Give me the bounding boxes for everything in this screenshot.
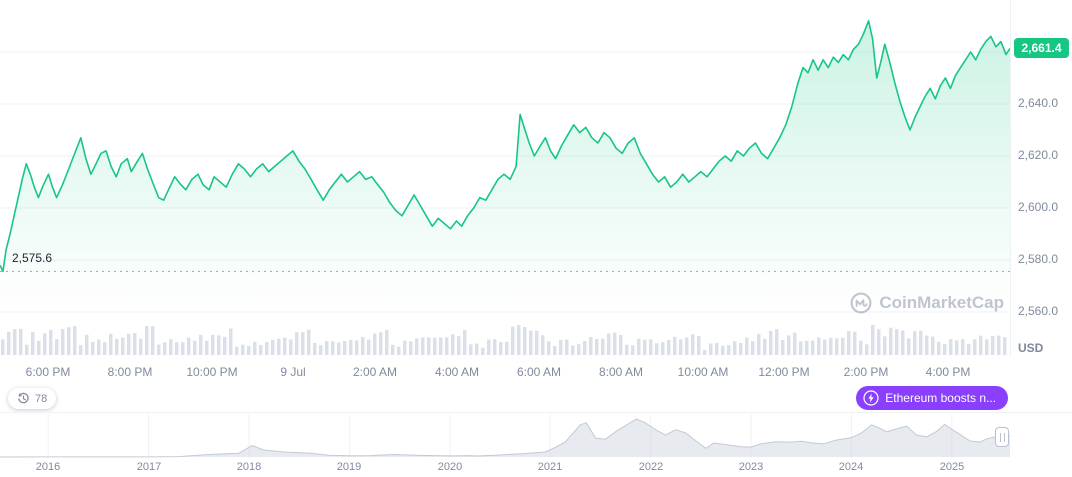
time-axis-label: 12:00 PM [758,365,810,379]
low-price-label: 2,575.6 [12,251,53,265]
price-chart-svg [0,20,1010,355]
price-line [0,20,1010,273]
chart-navigator[interactable]: 2016 2017 2018 2019 2020 2021 2022 2023 2024 2025 [0,412,1072,477]
time-axis-label: 6:00 AM [516,365,562,379]
navigator-grid-lines [47,414,953,458]
recently-viewed-badge[interactable]: 78 [8,388,57,409]
time-axis: 6:00 PM 8:00 PM 10:00 PM 9 Jul 2:00 AM 4:00 A… [0,363,1010,383]
time-axis-label: 10:00 AM [677,365,729,379]
news-button-label: Ethereum boosts n... [885,391,996,405]
lightning-icon [863,390,879,406]
year-axis-label: 2020 [437,461,463,473]
price-axis-label: 2,580.0 [1018,252,1059,266]
year-axis-label: 2018 [236,461,262,473]
time-axis-label: 9 Jul [280,365,306,379]
year-axis-label: 2016 [35,461,61,473]
year-axis-label: 2019 [336,461,362,473]
currency-label: USD [1018,341,1044,355]
price-area [0,20,1010,333]
time-axis-label: 10:00 PM [186,365,238,379]
current-price-badge: 2,661.4 [1014,38,1069,58]
year-axis-label: 2022 [638,461,664,473]
time-axis-label: 8:00 AM [598,365,644,379]
price-axis-label: 2,620.0 [1018,148,1059,162]
price-axis-label: 2,640.0 [1018,96,1059,110]
price-axis: 2,661.4 USD 2,640.0 2,620.0 2,600.0 2,580.0… [1010,0,1072,358]
price-axis-label: 2,600.0 [1018,200,1059,214]
history-clock-icon [18,392,29,404]
navigator-line [0,418,1010,458]
time-axis-label: 4:00 AM [434,365,480,379]
year-axis-label: 2025 [939,461,965,473]
year-axis-label: 2024 [838,461,864,473]
year-axis-label: 2021 [537,461,563,473]
time-axis-label: 6:00 PM [25,365,71,379]
watermark-text: CoinMarketCap [879,293,1004,312]
coinmarketcap-watermark: CoinMarketCap [850,292,1004,314]
price-axis-label: 2,560.0 [1018,304,1059,318]
coinmarketcap-logo-icon [850,292,872,314]
time-axis-label: 4:00 PM [925,365,971,379]
navigator-drag-handle[interactable] [995,427,1009,447]
navigator-area [0,419,1010,457]
main-chart-area[interactable]: 2,575.6 CoinMarketCap [0,0,1010,358]
ethereum-news-button[interactable]: Ethereum boosts n... [856,386,1008,410]
year-axis-label: 2023 [738,461,764,473]
history-count: 78 [35,392,48,405]
year-axis-label: 2017 [136,461,162,473]
navigator-chart-svg [0,414,1010,458]
volume-bars [1,325,1007,355]
time-axis-label: 2:00 AM [352,365,398,379]
time-axis-label: 2:00 PM [843,365,889,379]
time-axis-label: 8:00 PM [107,365,153,379]
